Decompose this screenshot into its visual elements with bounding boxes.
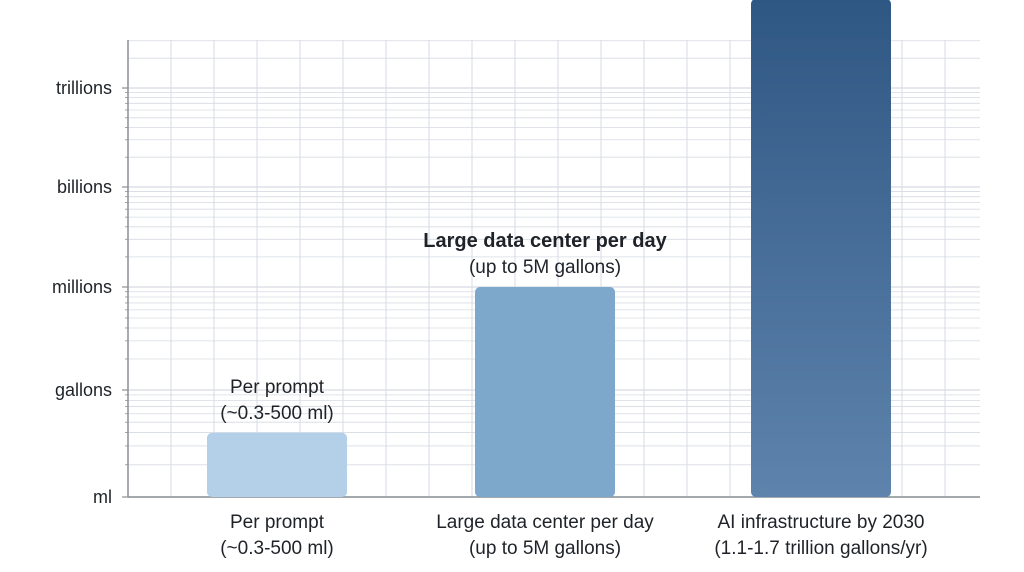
x-tick-sublabel: (1.1-1.7 trillion gallons/yr) [714, 538, 927, 559]
x-tick-label: Large data center per day [436, 512, 654, 533]
x-tick-sublabel: (~0.3-500 ml) [220, 538, 334, 559]
y-tick-label: billions [57, 177, 112, 197]
bar-annotation-title: Per prompt [230, 377, 325, 398]
y-tick-label: millions [52, 277, 112, 297]
bar-annotation-subtitle: (up to 5M gallons) [469, 257, 621, 278]
bar-annotation-title: Large data center per day [423, 230, 667, 252]
bar-2 [475, 287, 615, 497]
bar-3 [751, 0, 891, 497]
y-tick-label: gallons [55, 380, 112, 400]
bar-1 [207, 432, 347, 497]
y-tick-label: ml [93, 487, 112, 507]
y-tick-label: trillions [56, 78, 112, 98]
labels: ml gallons millions billions trillions Per pr… [52, 78, 928, 559]
x-tick-label: AI infrastructure by 2030 [718, 512, 925, 533]
bar-annotation-subtitle: (~0.3-500 ml) [220, 403, 334, 424]
x-tick-label: Per prompt [230, 512, 325, 533]
bars [207, 0, 891, 497]
x-tick-sublabel: (up to 5M gallons) [469, 538, 621, 559]
